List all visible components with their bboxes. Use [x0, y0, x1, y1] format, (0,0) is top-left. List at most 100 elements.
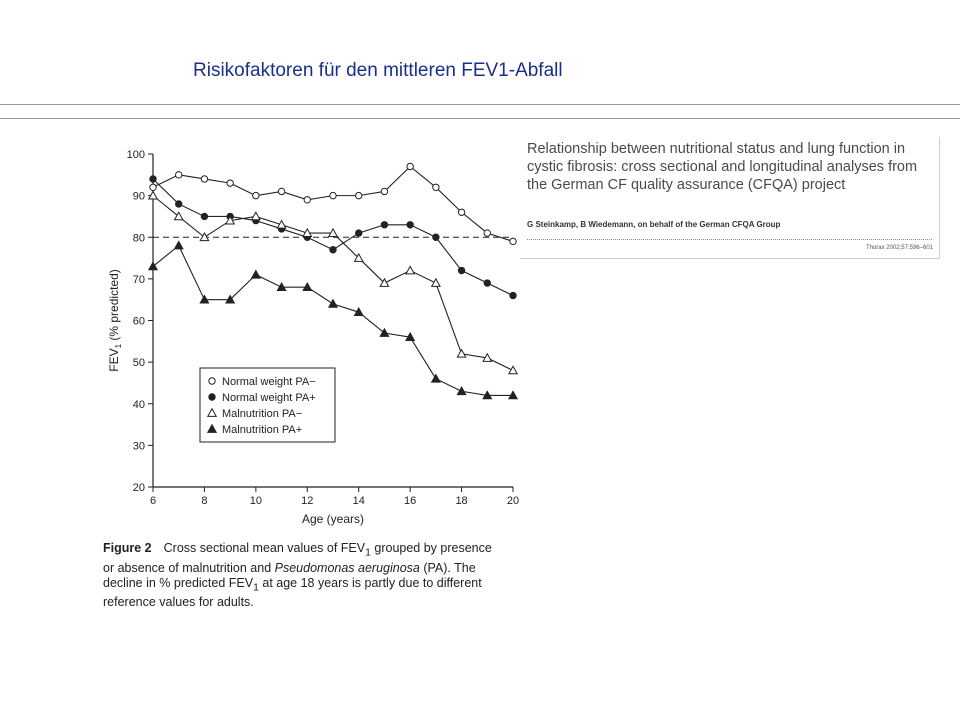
x-tick-label: 18 — [455, 495, 467, 507]
legend-box — [199, 367, 336, 443]
caption-text-4: at age 18 years is partly due to differe… — [103, 575, 482, 610]
data-point — [430, 373, 441, 383]
data-point — [175, 171, 183, 179]
data-point — [147, 190, 159, 200]
data-point — [456, 386, 467, 396]
data-point — [405, 265, 416, 275]
article-header-clip: Relationship between nutritional status … — [520, 137, 940, 259]
data-point — [509, 291, 517, 300]
x-tick-label: 20 — [507, 495, 519, 507]
y-tick-label: 30 — [133, 440, 145, 452]
data-point — [147, 261, 159, 271]
data-point — [149, 175, 157, 183]
y-tick-label: 90 — [133, 191, 145, 203]
data-point — [250, 211, 261, 221]
caption-text-1: Cross sectional mean values of FEV — [163, 541, 366, 555]
data-point — [225, 215, 236, 225]
x-tick-label: 14 — [353, 495, 365, 507]
data-point — [199, 232, 210, 242]
data-point — [379, 327, 390, 337]
legend-label: Normal weight PA− — [222, 376, 316, 388]
data-point — [432, 183, 440, 191]
y-tick-label: 40 — [133, 399, 145, 411]
data-point — [250, 269, 261, 279]
data-point — [276, 219, 287, 229]
data-point — [329, 246, 337, 254]
legend-marker — [208, 377, 216, 385]
data-point — [276, 281, 287, 292]
data-point — [173, 211, 184, 221]
data-point — [303, 196, 311, 204]
x-tick-label: 16 — [404, 495, 416, 507]
data-point — [199, 294, 210, 304]
data-point — [225, 294, 236, 304]
article-title: Relationship between nutritional status … — [527, 141, 918, 193]
data-point — [327, 227, 339, 237]
data-point — [405, 331, 416, 342]
data-point — [483, 229, 491, 237]
data-point — [380, 187, 389, 196]
y-axis-label: FEV1 (% predicted) — [107, 269, 123, 372]
x-tick-label: 10 — [250, 495, 262, 507]
data-point — [252, 191, 260, 200]
data-point — [457, 266, 466, 275]
series-3 — [147, 190, 519, 375]
article-divider — [527, 239, 932, 240]
legend-marker — [206, 423, 218, 433]
data-point — [430, 277, 441, 287]
x-tick-label: 12 — [301, 495, 313, 507]
data-point — [355, 191, 363, 200]
data-point — [380, 221, 389, 229]
x-axis-label: Age (years) — [302, 512, 364, 526]
data-point — [277, 187, 286, 196]
figure-label: Figure 2 — [103, 541, 152, 555]
data-point — [302, 281, 313, 292]
y-tick-label: 50 — [133, 357, 145, 369]
legend-marker — [206, 407, 218, 417]
series-4 — [147, 240, 519, 400]
caption-species: Pseudomonas aeruginosa — [274, 560, 420, 575]
fev1-line-chart: 20 30 40 50 60 70 80 90 100 6 8 10 12 14 16 18 20 Age (ye… — [107, 149, 519, 526]
x-tick-label: 6 — [150, 495, 156, 507]
legend-marker — [208, 393, 216, 401]
x-tick-label: 8 — [201, 495, 207, 507]
data-point — [456, 348, 467, 358]
caption-subscript-1: 1 — [365, 547, 371, 559]
data-point — [406, 162, 414, 171]
article-authors: G Steinkamp, B Wiedemann, on behalf of t… — [527, 220, 781, 229]
caption-text-2: grouped by presence or absence of malnut… — [103, 541, 492, 575]
data-point — [507, 390, 519, 400]
y-tick-label: 60 — [133, 316, 145, 328]
data-point — [379, 277, 390, 287]
slide-title: Risikofaktoren für den mittleren FEV1-Ab… — [193, 60, 563, 81]
data-point — [483, 279, 491, 287]
data-point — [509, 237, 517, 246]
series-line — [152, 195, 514, 371]
y-tick-label: 70 — [133, 274, 145, 286]
data-point — [432, 233, 440, 241]
data-point — [353, 252, 364, 262]
series-1 — [149, 162, 517, 246]
y-tick-label: 20 — [133, 482, 145, 494]
article-citation: Thorax 2002;57:596–601 — [865, 245, 933, 251]
y-tick-label: 100 — [127, 149, 145, 161]
data-point — [226, 179, 234, 187]
data-point — [355, 229, 363, 237]
series-2 — [149, 175, 517, 300]
data-point — [173, 240, 184, 250]
data-point — [302, 227, 313, 237]
data-point — [353, 306, 364, 317]
data-point — [457, 208, 466, 216]
legend-label: Malnutrition PA+ — [222, 424, 302, 436]
data-point — [327, 298, 339, 308]
data-point — [406, 221, 414, 229]
data-point — [482, 390, 493, 400]
caption-subscript-2: 1 — [253, 582, 259, 593]
data-point — [200, 175, 209, 183]
data-point — [200, 212, 209, 221]
data-point — [149, 183, 157, 191]
header-rule-bottom — [0, 118, 960, 119]
data-point — [482, 352, 493, 362]
data-point — [175, 200, 183, 208]
header-rule-top — [0, 104, 960, 105]
